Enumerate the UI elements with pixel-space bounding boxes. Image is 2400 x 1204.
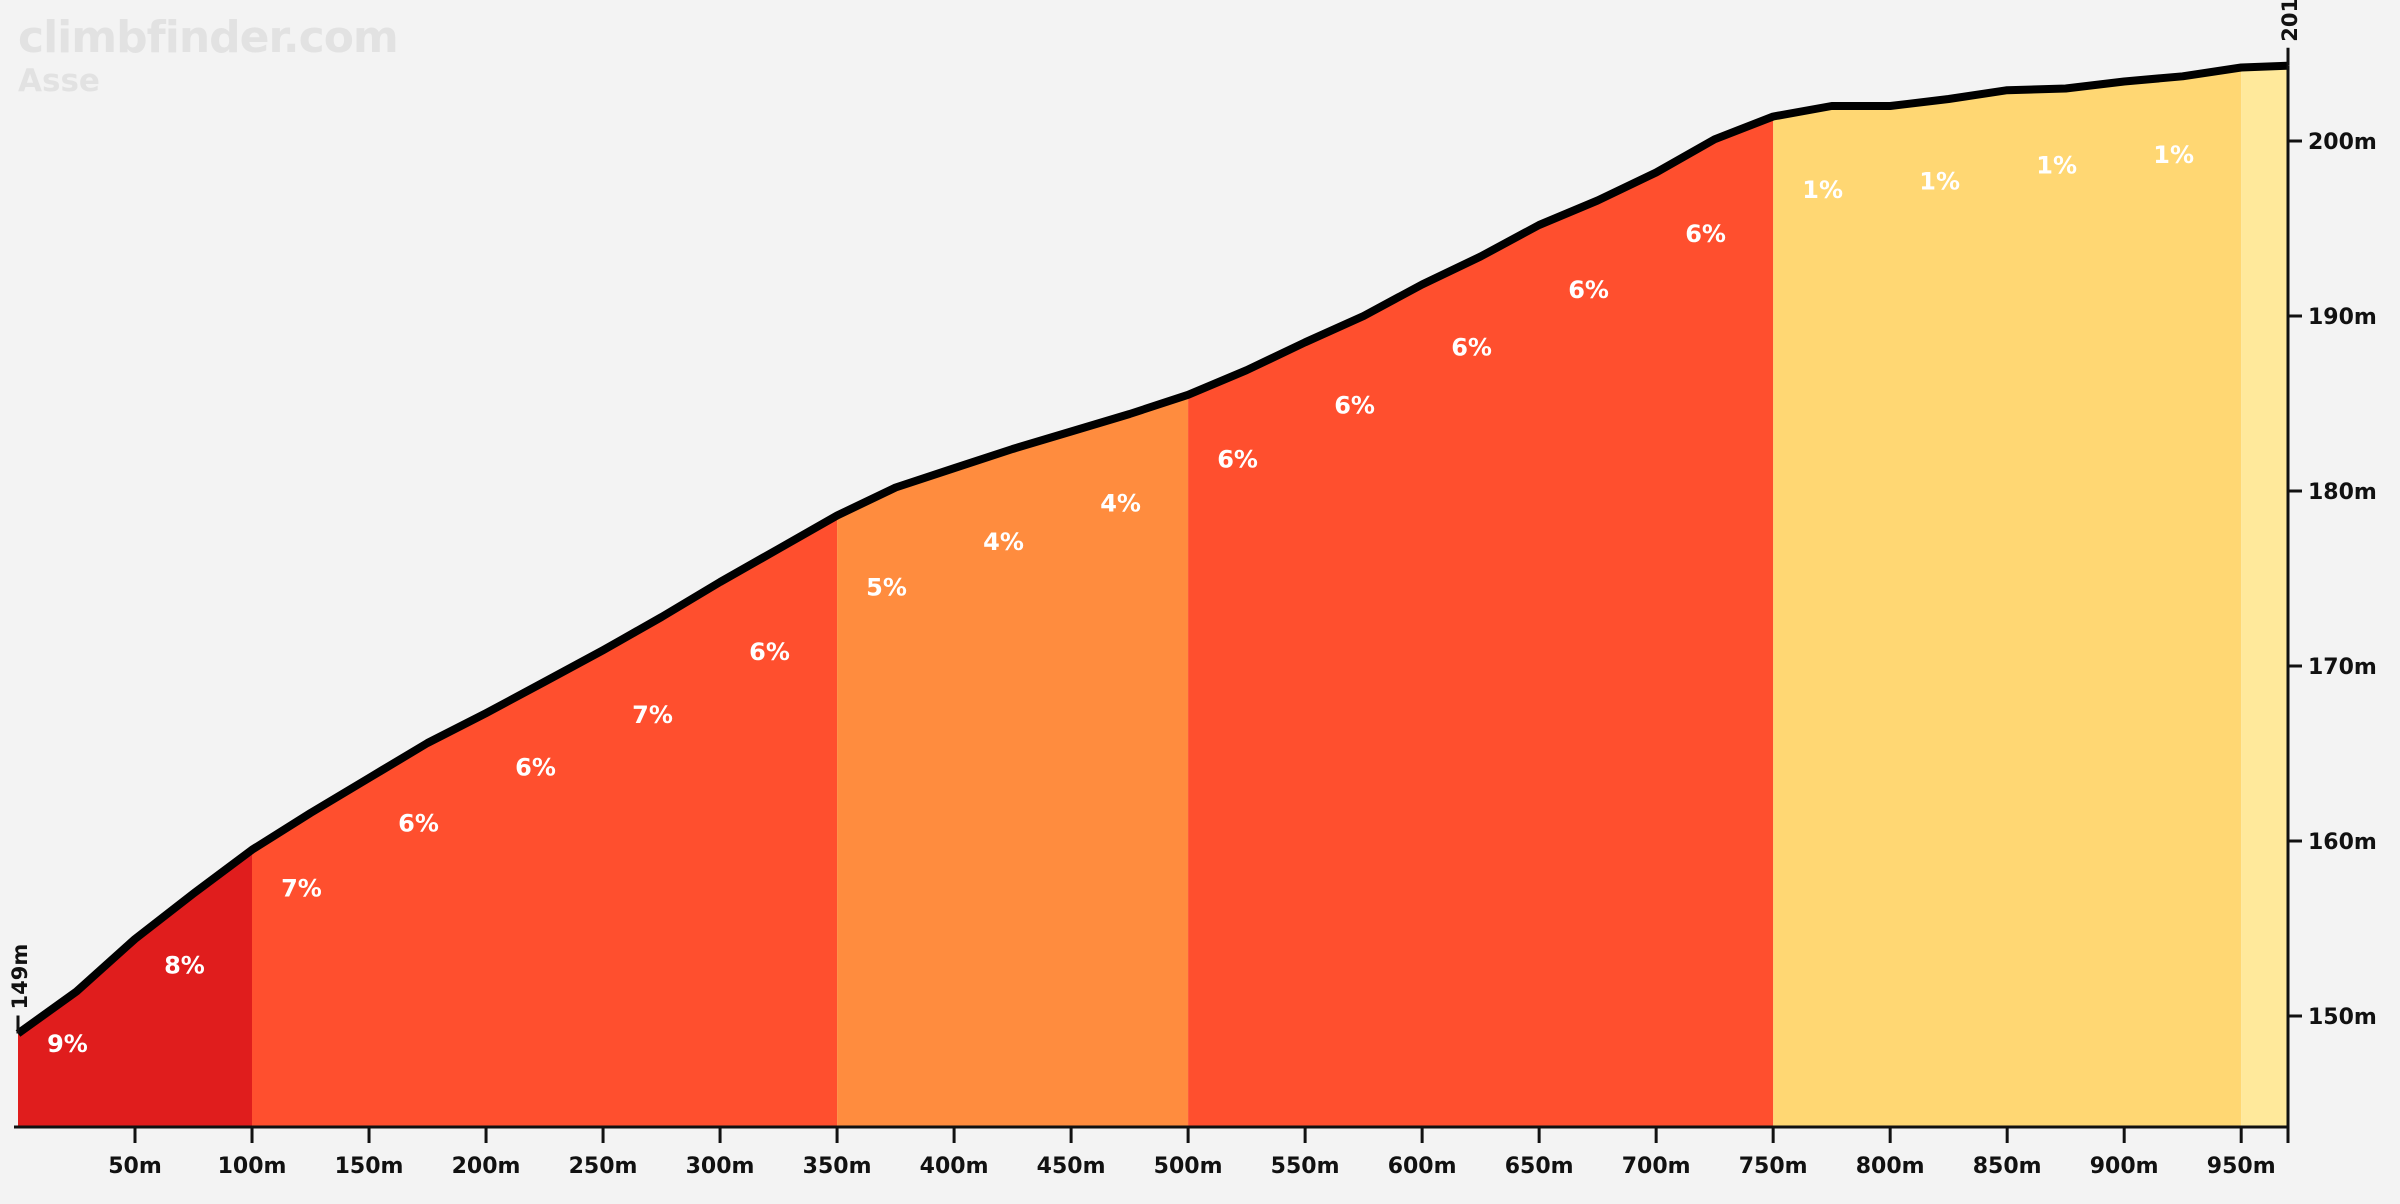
start-elevation-label: 149m (8, 944, 32, 1010)
grade-label: 1% (2036, 152, 2077, 180)
grade-label: 6% (1685, 220, 1726, 248)
y-tick-label: 180m (2308, 480, 2377, 505)
x-tick-label: 100m (218, 1154, 287, 1179)
y-axis: 150m 160m 170m 180m 190m 200m (2286, 65, 2377, 1127)
y-tick-label: 200m (2308, 130, 2377, 155)
x-tick-label: 750m (1739, 1154, 1808, 1179)
branding: climbfinder.com Asse (18, 12, 399, 99)
y-tick-label: 160m (2308, 830, 2377, 855)
gradient-segment-4 (1188, 116, 1774, 1127)
grade-label: 6% (1217, 446, 1258, 474)
grade-label: 9% (47, 1030, 88, 1058)
grade-label: 6% (1451, 334, 1492, 362)
grade-label: 6% (398, 810, 439, 838)
grade-label: 6% (515, 754, 556, 782)
gradient-segment-2 (252, 515, 838, 1127)
grade-label: 4% (983, 528, 1024, 556)
gradient-segments (18, 65, 2288, 1128)
gradient-segment-1 (18, 849, 252, 1127)
y-tick-label: 170m (2308, 655, 2377, 680)
grade-label: 1% (1802, 176, 1843, 204)
grade-label: 7% (632, 701, 673, 729)
climb-title: Asse (18, 63, 100, 99)
x-tick-label: 950m (2207, 1154, 2276, 1179)
x-tick-label: 600m (1388, 1154, 1457, 1179)
x-tick-label: 400m (920, 1154, 989, 1179)
grade-label: 6% (1334, 391, 1375, 419)
gradient-segment-5 (1773, 67, 2242, 1127)
x-tick-label: 300m (686, 1154, 755, 1179)
x-tick-label: 900m (2090, 1154, 2159, 1179)
gradient-segment-3 (837, 394, 1189, 1127)
grade-label: 6% (1568, 276, 1609, 304)
x-tick-label: 850m (1973, 1154, 2042, 1179)
end-elevation-label: 201m (2278, 0, 2302, 42)
x-tick-label: 700m (1622, 1154, 1691, 1179)
grade-label: 7% (281, 874, 322, 902)
x-tick-label: 200m (452, 1154, 521, 1179)
x-tick-label: 650m (1505, 1154, 1574, 1179)
grade-label: 1% (2153, 141, 2194, 169)
x-tick-label: 50m (108, 1154, 162, 1179)
x-tick-label: 250m (569, 1154, 638, 1179)
profile-line (15, 61, 2289, 1037)
profile-line-group (15, 61, 2289, 1037)
elevation-markers: 149m 201m (8, 0, 2302, 1034)
grade-label: 8% (164, 951, 205, 979)
x-axis: 50m 100m 150m 200m 250m 300m 350m 400m 450m 500m 5… (14, 1125, 2290, 1179)
x-tick-label: 450m (1037, 1154, 1106, 1179)
x-tick-label: 150m (335, 1154, 404, 1179)
x-tick-label: 800m (1856, 1154, 1925, 1179)
gradient-segment-6 (2241, 65, 2288, 1128)
x-tick-label: 500m (1154, 1154, 1223, 1179)
grade-labels: 9% 8% 7% 6% 6% 7% 6% 5% 4% 4% 6% 6% 6% 6% 6% 1% 1% 1% 1% (47, 141, 2194, 1058)
y-tick-label: 150m (2308, 1005, 2377, 1030)
grade-label: 1% (1919, 167, 1960, 195)
x-tick-label: 550m (1271, 1154, 1340, 1179)
y-tick-label: 190m (2308, 305, 2377, 330)
grade-label: 6% (749, 638, 790, 666)
grade-label: 5% (866, 573, 907, 601)
x-tick-label: 350m (803, 1154, 872, 1179)
site-logo-text[interactable]: climbfinder.com (18, 12, 399, 63)
grade-label: 4% (1100, 489, 1141, 517)
